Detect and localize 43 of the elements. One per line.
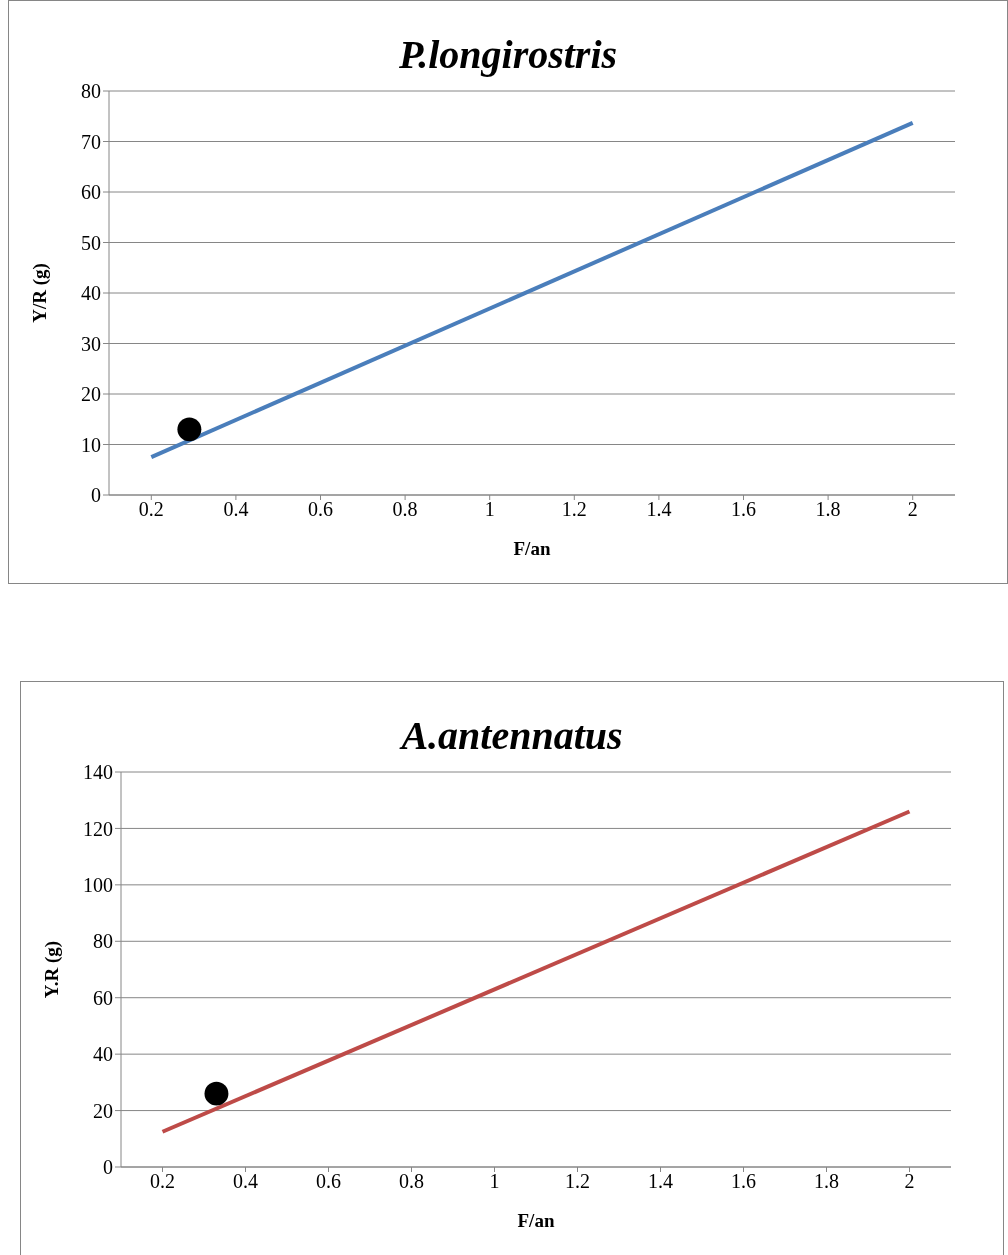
y-tick-label: 120 <box>83 817 113 840</box>
x-tick-label: 0.4 <box>233 1170 258 1193</box>
y-tick-label: 80 <box>93 930 113 953</box>
y-tick-label: 40 <box>81 282 101 305</box>
y-tick-label: 20 <box>93 1099 113 1122</box>
x-axis-title: F/an <box>513 538 551 559</box>
y-tick-label: 0 <box>103 1156 113 1179</box>
x-tick-label: 1 <box>489 1170 500 1193</box>
x-tick-label: 0.4 <box>223 498 249 521</box>
x-tick-label: 0.2 <box>150 1170 175 1193</box>
x-axis-title: F/an <box>517 1210 555 1231</box>
x-tick-label: 1.4 <box>646 498 672 521</box>
x-tick-label: 2 <box>907 498 918 521</box>
y-tick-label: 20 <box>81 383 101 406</box>
x-tick-label: 0.6 <box>308 498 333 521</box>
x-tick-label: 1.2 <box>561 498 587 521</box>
x-tick-label: 1.6 <box>731 498 756 521</box>
y-tick-label: 100 <box>83 873 113 896</box>
y-tick-label: 60 <box>93 986 113 1009</box>
y-tick-label: 40 <box>93 1043 113 1066</box>
y-tick-label: 140 <box>83 761 113 784</box>
x-tick-label: 1.4 <box>648 1170 673 1193</box>
x-tick-label: 1.8 <box>814 1170 839 1193</box>
x-tick-label: 1 <box>484 498 495 521</box>
x-tick-label: 2 <box>904 1170 915 1193</box>
y-tick-label: 60 <box>81 181 101 204</box>
x-tick-label: 0.2 <box>138 498 164 521</box>
y-tick-label: 70 <box>81 130 101 153</box>
x-tick-label: 0.8 <box>399 1170 424 1193</box>
chart-title: P.longirostris <box>397 31 619 79</box>
y-tick-label: 0 <box>91 484 101 507</box>
x-tick-label: 0.8 <box>392 498 418 521</box>
x-tick-label: 1.8 <box>815 498 841 521</box>
x-tick-label: 1.6 <box>731 1170 756 1193</box>
y-axis-title: Y/R (g) <box>28 263 51 323</box>
y-tick-label: 50 <box>81 231 101 254</box>
x-tick-label: 0.6 <box>316 1170 341 1193</box>
x-tick-label: 1.2 <box>565 1170 590 1193</box>
chart-title: A.antennatus <box>398 712 624 760</box>
y-tick-label: 30 <box>81 332 101 355</box>
y-axis-title: Y.R (g) <box>40 940 63 999</box>
y-tick-label: 80 <box>81 80 101 103</box>
y-tick-label: 10 <box>81 433 101 456</box>
